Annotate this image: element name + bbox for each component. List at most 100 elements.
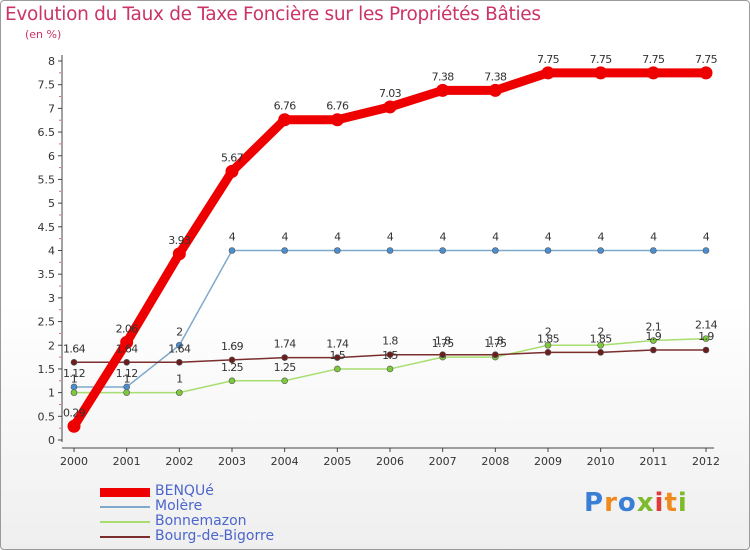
data-point-bourg-de-bigorre <box>386 351 394 359</box>
data-label-mol-re: 4 <box>439 231 446 244</box>
data-point-benqu- <box>594 66 608 80</box>
y-tick-label: 6.5 <box>38 126 56 139</box>
data-label-bourg-de-bigorre: 1.8 <box>382 335 398 348</box>
data-label-mol-re: 4 <box>545 231 552 244</box>
y-tick-label: 7 <box>48 102 55 115</box>
data-label-benqu-: 2.06 <box>116 322 139 335</box>
data-label-bonnemazon: 1.5 <box>382 349 398 362</box>
data-point-benqu- <box>383 100 397 114</box>
data-point-bonnemazon <box>597 341 604 349</box>
data-point-bourg-de-bigorre <box>492 351 499 359</box>
data-label-bonnemazon: 2 <box>545 325 551 338</box>
logo-letter: i <box>654 488 665 518</box>
data-label-benqu-: 7.03 <box>379 87 402 100</box>
data-point-mol-re <box>228 247 236 254</box>
logo-letter: r <box>604 488 618 518</box>
logo-letter: x <box>636 488 655 518</box>
data-point-mol-re <box>544 247 552 254</box>
data-point-mol-re <box>702 247 710 254</box>
x-tick-label: 2005 <box>323 455 351 468</box>
data-label-mol-re: 1.12 <box>63 367 85 380</box>
logo-letter: i <box>677 488 688 518</box>
legend-swatch <box>100 506 150 508</box>
data-label-bourg-de-bigorre: 1.8 <box>487 335 503 348</box>
legend-label: BENQUé <box>155 483 214 499</box>
data-label-mol-re: 4 <box>334 231 341 244</box>
legend-swatch <box>100 521 150 523</box>
data-label-bonnemazon: 1.25 <box>274 361 297 374</box>
data-label-bonnemazon: 1.75 <box>484 337 507 350</box>
x-tick-label: 2006 <box>376 455 404 468</box>
data-label-bonnemazon: 1 <box>176 373 182 386</box>
data-point-bourg-de-bigorre <box>281 354 288 361</box>
data-label-mol-re: 4 <box>492 231 499 244</box>
data-point-bonnemazon <box>228 377 236 385</box>
x-tick-label: 2010 <box>587 455 615 468</box>
data-label-bourg-de-bigorre: 1.9 <box>698 330 714 343</box>
data-point-benqu- <box>330 113 344 127</box>
data-point-benqu- <box>225 164 239 178</box>
legend-item-bonnemazon: Bonnemazon <box>100 513 350 530</box>
legend-label: Bourg-de-Bigorre <box>155 528 275 544</box>
y-tick-label: 0.5 <box>38 410 56 423</box>
x-tick-label: 2008 <box>481 455 509 468</box>
data-label-mol-re: 4 <box>229 231 236 244</box>
x-tick-label: 2001 <box>113 455 141 468</box>
data-point-bourg-de-bigorre <box>544 349 552 356</box>
y-tick-label: 3 <box>48 292 55 305</box>
y-tick-label: 1.5 <box>38 363 56 376</box>
data-point-mol-re <box>439 247 446 254</box>
data-label-mol-re: 4 <box>281 231 288 244</box>
data-point-bourg-de-bigorre <box>70 359 78 366</box>
data-label-bourg-de-bigorre: 1.69 <box>221 340 244 353</box>
data-label-benqu-: 7.38 <box>432 70 455 83</box>
y-tick-label: 8 <box>48 55 55 68</box>
y-tick-label: 2.5 <box>38 316 56 329</box>
data-point-bonnemazon <box>650 337 657 344</box>
legend-swatch <box>100 487 150 497</box>
data-point-bourg-de-bigorre <box>650 346 657 354</box>
data-point-benqu- <box>699 66 713 80</box>
data-label-bourg-de-bigorre: 1.85 <box>590 332 613 345</box>
data-label-benqu-: 7.38 <box>484 70 507 83</box>
y-tick-label: 0 <box>48 434 55 447</box>
x-tick-label: 2000 <box>60 455 88 468</box>
x-tick-label: 2002 <box>165 455 193 468</box>
y-tick-label: 2 <box>48 339 55 352</box>
legend-label: Molère <box>155 498 203 514</box>
y-tick-label: 6 <box>48 150 55 163</box>
legend-item-benqu-: BENQUé <box>100 483 350 500</box>
data-point-bourg-de-bigorre <box>123 359 130 366</box>
data-label-benqu-: 5.67 <box>221 151 244 164</box>
data-point-bonnemazon <box>70 389 78 396</box>
data-label-bourg-de-bigorre: 1.9 <box>645 330 661 343</box>
data-label-mol-re: 4 <box>703 231 710 244</box>
data-point-bourg-de-bigorre <box>597 349 604 356</box>
legend-item-mol-re: Molère <box>100 498 350 515</box>
y-tick-label: 4 <box>48 245 55 258</box>
x-tick-label: 2007 <box>429 455 457 468</box>
data-label-mol-re: 1.12 <box>116 367 138 380</box>
data-point-bourg-de-bigorre <box>334 354 341 361</box>
data-label-bourg-de-bigorre: 1.64 <box>168 342 191 355</box>
data-point-bourg-de-bigorre <box>702 346 710 354</box>
data-label-mol-re: 2 <box>176 325 182 338</box>
data-point-bourg-de-bigorre <box>176 359 183 366</box>
y-tick-label: 5 <box>48 197 55 210</box>
data-label-benqu-: 7.75 <box>537 53 560 66</box>
data-label-mol-re: 4 <box>387 231 394 244</box>
data-label-bonnemazon: 1.25 <box>221 361 244 374</box>
legend-item-bourg-de-bigorre: Bourg-de-Bigorre <box>100 528 350 545</box>
data-point-bonnemazon <box>281 377 288 385</box>
data-point-bonnemazon <box>386 365 394 373</box>
data-point-benqu- <box>541 66 555 80</box>
data-label-benqu-: 3.93 <box>168 234 191 247</box>
logo-letter: o <box>617 488 637 518</box>
data-point-benqu- <box>278 113 292 127</box>
legend-swatch <box>100 536 150 538</box>
data-point-bonnemazon <box>334 365 341 373</box>
data-point-mol-re <box>650 247 657 254</box>
data-label-bourg-de-bigorre: 1.85 <box>537 332 560 345</box>
data-point-benqu- <box>646 66 660 80</box>
